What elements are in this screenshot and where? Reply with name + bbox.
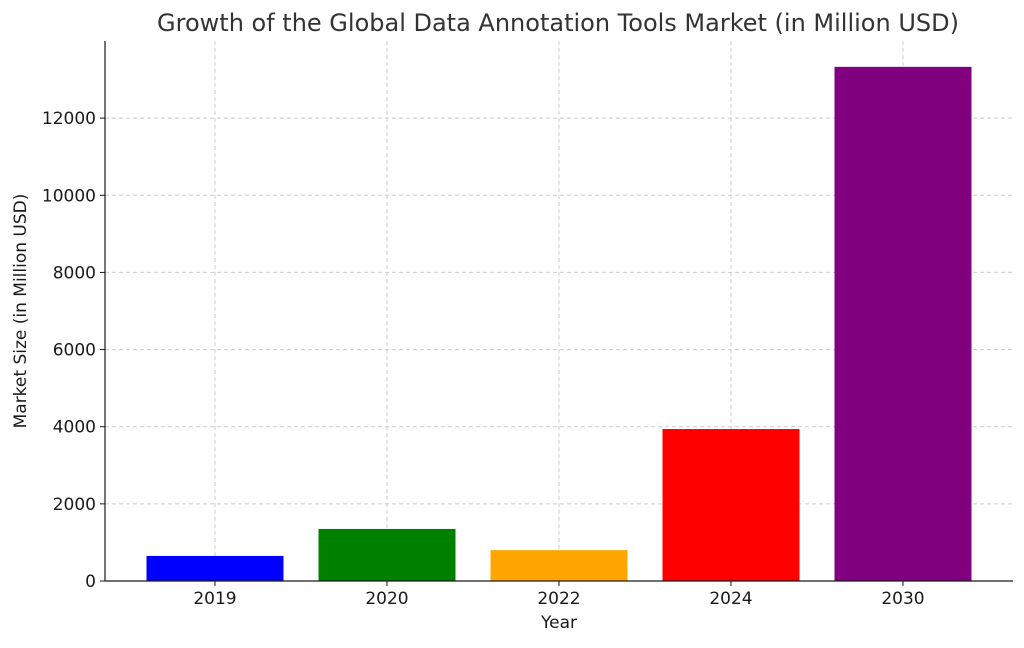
y-tick-label: 8000: [53, 263, 96, 283]
x-tick-label: 2019: [193, 589, 236, 609]
y-tick-label: 0: [85, 572, 96, 592]
x-axis-label: Year: [540, 613, 577, 633]
x-tick-label: 2030: [881, 589, 924, 609]
bar-2024: [662, 429, 800, 581]
chart-title: Growth of the Global Data Annotation Too…: [157, 9, 959, 37]
y-tick-label: 2000: [53, 495, 96, 515]
bar-2030: [834, 66, 972, 582]
x-gridlines: [214, 41, 904, 581]
x-ticks: 2019 2020 2022 2024 2030: [193, 581, 925, 609]
y-tick-label: 4000: [53, 418, 96, 438]
bar-2022: [490, 550, 628, 581]
x-tick-label: 2024: [709, 589, 752, 609]
x-tick-label: 2022: [537, 589, 580, 609]
y-tick-label: 10000: [42, 186, 96, 206]
x-tick-label: 2020: [365, 589, 408, 609]
bar-2019: [146, 555, 284, 581]
bar-2020: [318, 528, 456, 581]
y-tick-label: 12000: [42, 109, 96, 129]
y-ticks: 0 2000 4000 6000 8000 10000 12000: [42, 109, 105, 592]
y-tick-label: 6000: [53, 341, 96, 361]
bars: [146, 66, 972, 582]
y-axis-label: Market Size (in Million USD): [11, 194, 31, 429]
